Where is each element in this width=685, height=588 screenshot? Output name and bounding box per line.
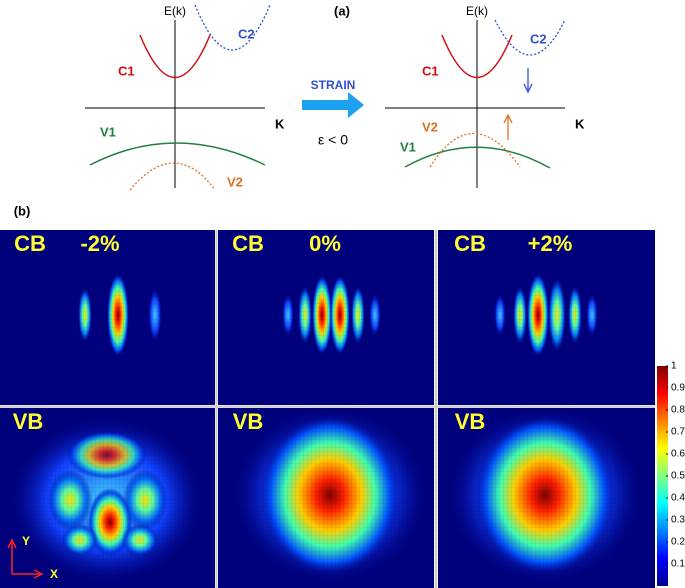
band-label: V2 (227, 174, 243, 189)
band-diagram-left (85, 4, 271, 191)
axis-label: X (50, 567, 58, 581)
band-label: C2 (238, 26, 255, 41)
band-tag: CB (454, 231, 486, 256)
arrow-label: STRAIN (311, 78, 356, 92)
c2-band (194, 4, 271, 51)
axis-label: Y (22, 534, 30, 548)
axis-indicator (7, 538, 44, 579)
band-label: C1 (118, 63, 135, 78)
colorbar-tick-label: 0.9 (671, 383, 685, 394)
shift-arrow (523, 68, 533, 94)
colorbar-tick-label: 0.3 (671, 515, 685, 526)
strain-tag: 0% (309, 231, 341, 256)
colorbar-tick-label: 0.8 (671, 405, 685, 416)
arrow-condition: ε < 0 (318, 132, 348, 148)
axis-label: E(k) (466, 4, 488, 18)
colorbar-tick-label: 0.6 (671, 449, 685, 460)
strain-tag: -2% (80, 231, 119, 256)
band-diagram-right (385, 19, 566, 188)
band-label: V2 (422, 119, 438, 134)
axis-label: E(k) (164, 4, 186, 18)
colorbar-tick-label: 0.7 (671, 427, 685, 438)
band-label: C2 (530, 31, 547, 46)
strain-tag: +2% (528, 231, 573, 256)
panel-label: (b) (14, 203, 31, 218)
mesh (0, 230, 655, 588)
v1-band (89, 142, 266, 166)
colorbar-tick-label: 0.2 (671, 537, 685, 548)
band-tag: CB (14, 231, 46, 256)
strain-arrow (302, 92, 364, 118)
band-tag: VB (233, 409, 264, 434)
panel-label: (a) (334, 3, 350, 18)
c1-band (441, 34, 513, 78)
colorbar-tick-label: 1 (671, 361, 677, 372)
axis-label: K (575, 116, 585, 131)
colorbar (657, 366, 668, 586)
v1-band (404, 146, 551, 169)
heatmaps (0, 230, 655, 588)
v2-band (129, 162, 216, 191)
band-tag: CB (232, 231, 264, 256)
colorbar-tick-label: 0.1 (671, 559, 685, 570)
v2-band (429, 132, 521, 168)
band-label: C1 (422, 63, 439, 78)
axis-label: K (275, 116, 285, 131)
band-tag: VB (455, 409, 486, 434)
c1-band (139, 34, 211, 78)
band-tag: VB (13, 409, 44, 434)
band-label: V1 (400, 139, 416, 154)
band-label: V1 (100, 124, 116, 139)
colorbar-tick-label: 0.5 (671, 471, 685, 482)
colorbar-tick-label: 0.4 (671, 493, 685, 504)
shift-arrow (503, 113, 513, 140)
